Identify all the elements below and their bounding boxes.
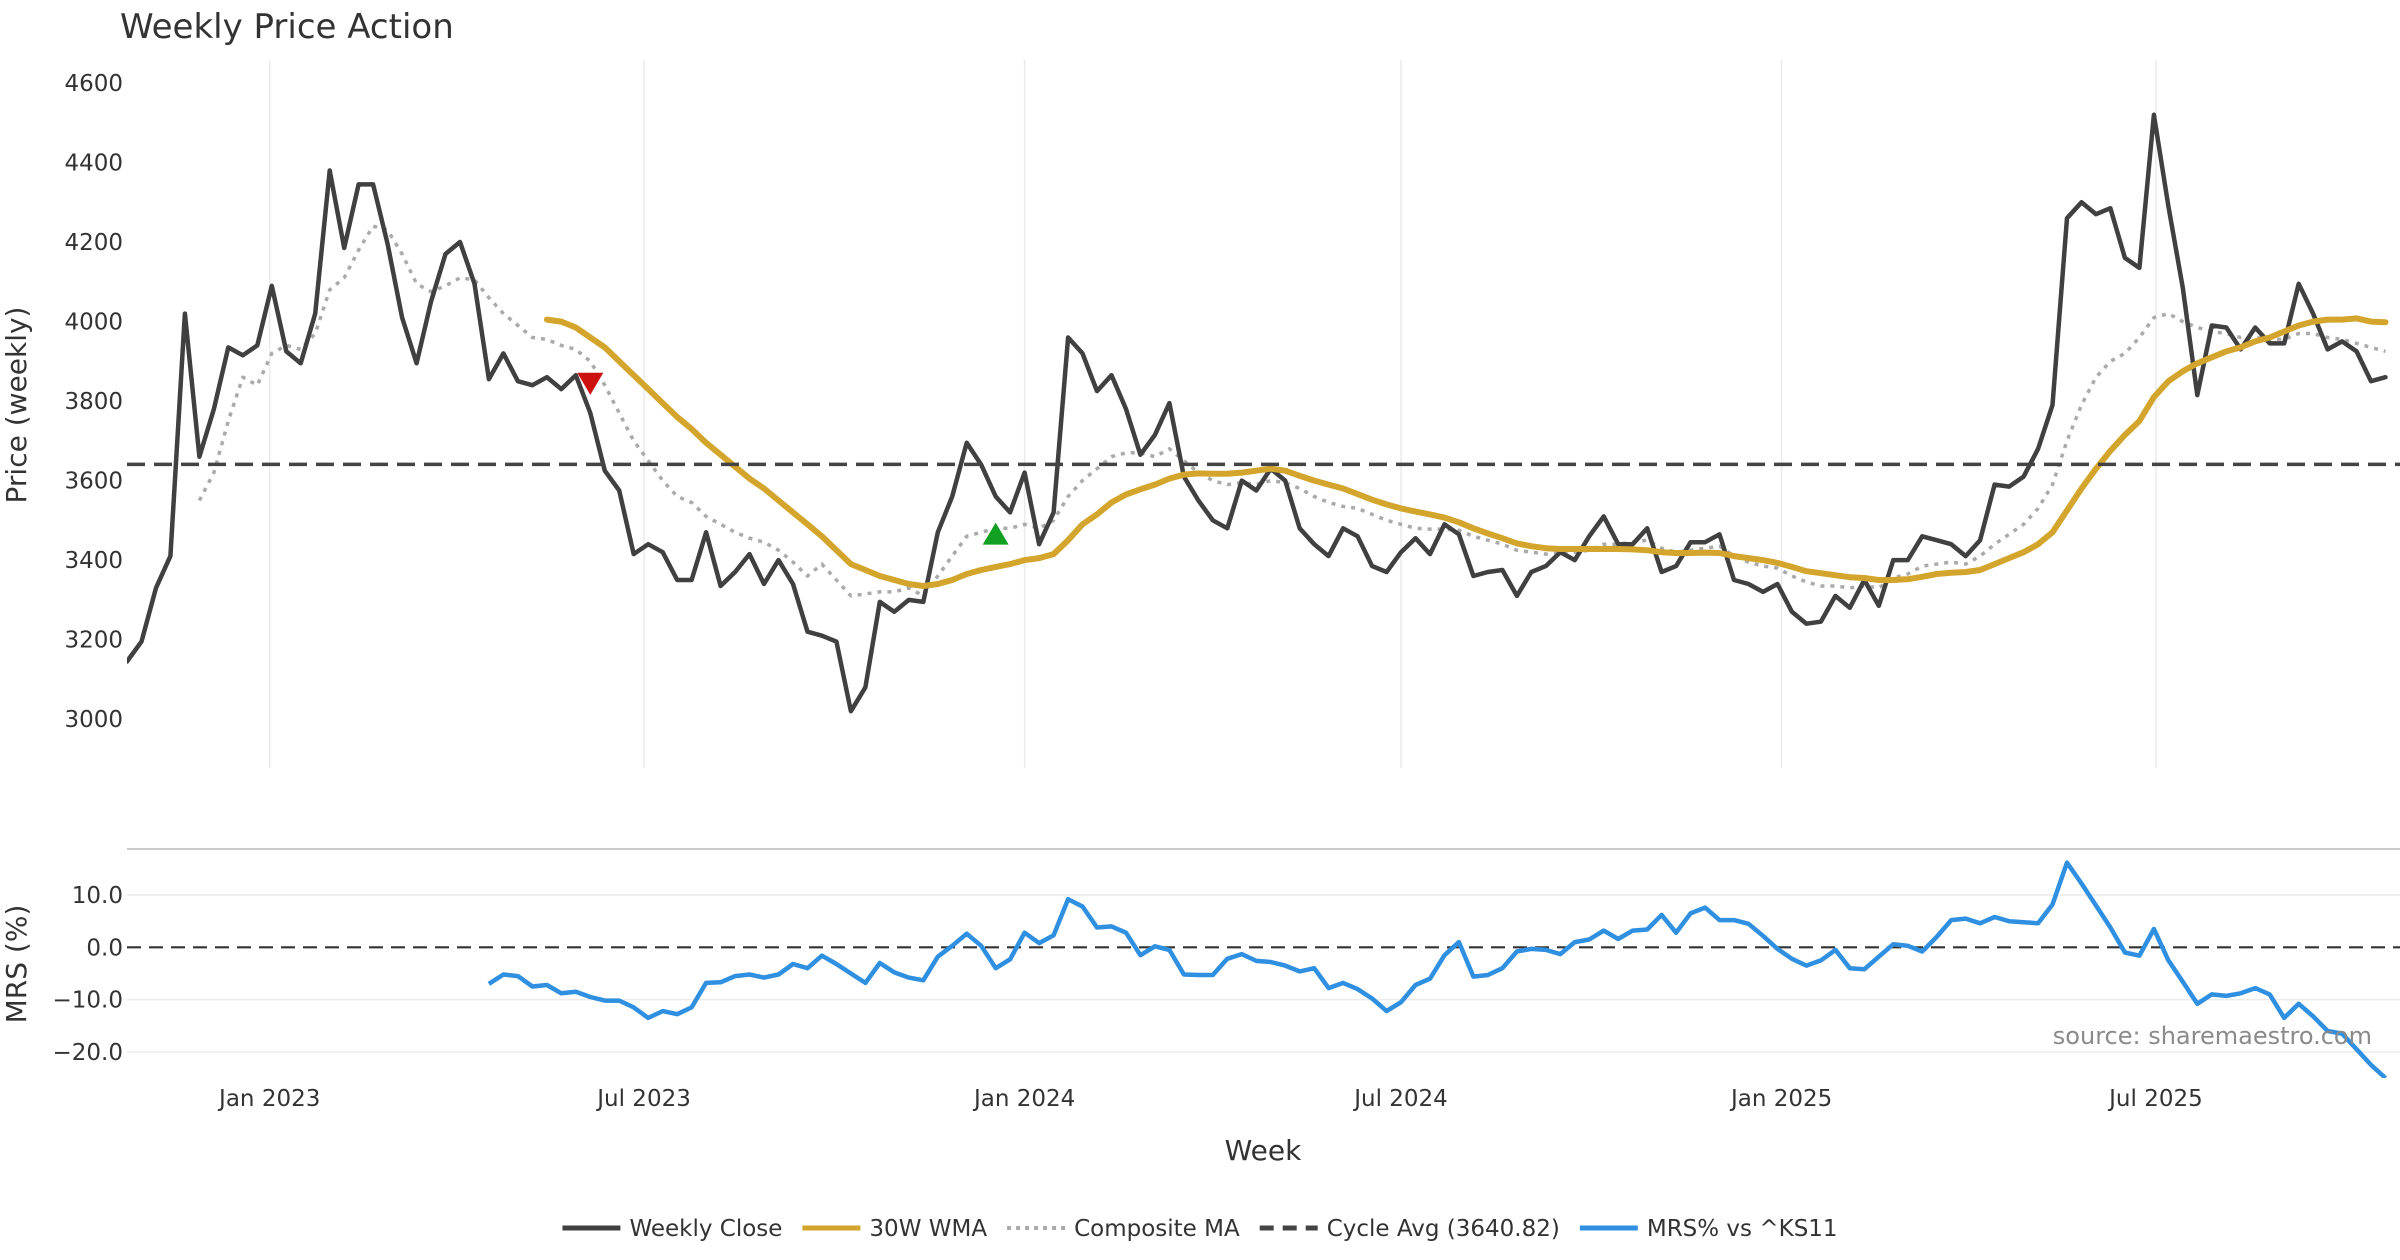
legend-item-30w-wma: 30W WMA [802,1216,987,1242]
buy-signal-marker [982,522,1009,545]
sell-signal-marker [577,372,604,395]
price-y-tick-label: 3600 [64,469,123,495]
price-y-tick-label: 3800 [64,389,123,415]
legend-label: Composite MA [1074,1216,1240,1242]
x-tick-label-jul-2025: Jul 2025 [2107,1086,2203,1112]
x-tick-label-jul-2023: Jul 2023 [595,1086,691,1112]
series-mrs [487,860,2388,1078]
source-annotation: source: sharemaestro.com [2053,1022,2372,1050]
legend-item-weekly-close: Weekly Close [562,1216,782,1242]
legend-label: MRS% vs ^KS11 [1647,1216,1838,1242]
price-y-tick-label: 3000 [64,707,123,733]
price-y-axis-label: Price (weekly) [0,307,33,504]
x-tick-label-jan-2024: Jan 2024 [972,1086,1075,1112]
legend-label: Weekly Close [629,1216,782,1242]
chart-title: Weekly Price Action [120,7,454,47]
x-tick-label-jul-2024: Jul 2024 [1352,1086,1448,1112]
mrs-y-tick-label: 10.0 [72,883,123,909]
x-axis-label: Week [1225,1134,1302,1167]
price-y-tick-label: 4000 [64,310,123,336]
price-y-tick-label: 4600 [64,71,123,97]
legend-item-cycle-avg-3640-82: Cycle Avg (3640.82) [1259,1216,1560,1242]
x-tick-label-jan-2023: Jan 2023 [217,1086,320,1112]
price-y-tick-label: 3400 [64,548,123,574]
mrs-panel: 10.0 0.0 −10.0 −20.0 [53,860,2400,1078]
mrs-y-axis-label: MRS (%) [0,905,33,1024]
mrs-y-tick-label: −20.0 [53,1040,123,1066]
legend-label: Cycle Avg (3640.82) [1327,1216,1560,1242]
mrs-y-tick-label: −10.0 [53,988,123,1014]
price-y-tick-label: 4200 [64,230,123,256]
legend-item-mrs-vs-ks11: MRS% vs ^KS11 [1579,1216,1838,1242]
series-weekly-close [127,112,2388,714]
legend-item-composite-ma: Composite MA [1007,1216,1240,1242]
series-30w-wma [543,315,2389,589]
legend: Weekly Close 30W WMA Composite MA Cycle Avg… [562,1216,1838,1242]
legend-label: 30W WMA [869,1216,987,1242]
price-y-tick-label: 3200 [64,628,123,654]
price-panel: 3000 3200 3400 3600 3800 4000 4200 4400 4600 [64,60,2400,768]
mrs-y-tick-label: 0.0 [86,935,123,961]
price-y-tick-label: 4400 [64,151,123,177]
x-tick-label-jan-2025: Jan 2025 [1729,1086,1832,1112]
series-composite-ma [197,224,2386,598]
